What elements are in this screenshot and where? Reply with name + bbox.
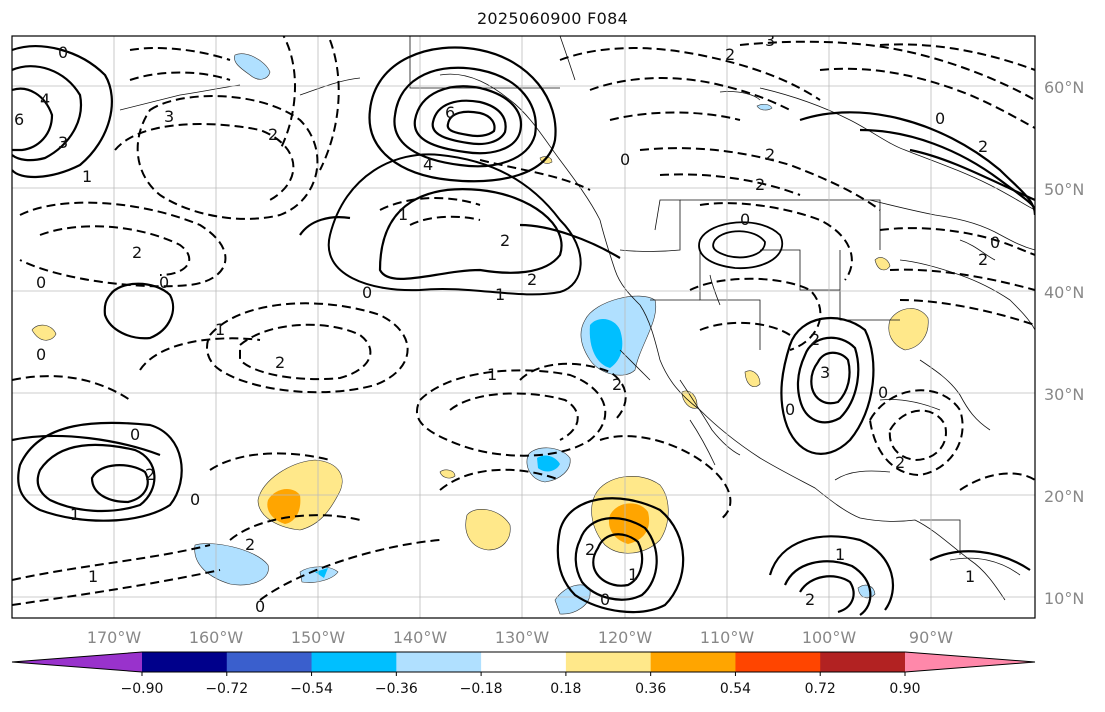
lon-label: 170°W — [87, 628, 142, 647]
colorbar-tick-label: −0.18 — [460, 681, 503, 697]
contour-label: 0 — [935, 109, 945, 128]
contour-label: 3 — [765, 31, 775, 50]
colorbar-tick-label: −0.36 — [375, 681, 418, 697]
lon-label: 90°W — [909, 628, 953, 647]
lon-label: 150°W — [291, 628, 346, 647]
contour-label: 1 — [82, 167, 92, 186]
contour-label: 2 — [527, 270, 537, 289]
contour-label: 4 — [423, 155, 433, 174]
contour-label: 2 — [765, 145, 775, 164]
lat-label: 20°N — [1044, 487, 1084, 506]
longitude-labels: 170°W 160°W 150°W 140°W 130°W 120°W 110°… — [87, 628, 953, 647]
contour-label: 2 — [755, 175, 765, 194]
contour-label: 3 — [820, 363, 830, 382]
contour-label: 2 — [895, 453, 905, 472]
lat-label: 50°N — [1044, 180, 1084, 199]
contour-label: 6 — [14, 110, 24, 129]
colorbar-segment — [735, 652, 821, 672]
contour-label: 0 — [620, 150, 630, 169]
contour-label: 2 — [585, 540, 595, 559]
lat-label: 40°N — [1044, 283, 1084, 302]
contour-label: 2 — [275, 353, 285, 372]
contour-label: 2 — [978, 250, 988, 269]
contour-label: 3 — [58, 133, 68, 152]
colorbar-tick-label: −0.90 — [121, 681, 164, 697]
colorbar-tick-label: −0.54 — [290, 681, 333, 697]
contour-label: 1 — [628, 565, 638, 584]
contour-label: 0 — [255, 597, 265, 616]
contour-label: 0 — [600, 590, 610, 609]
contour-label: 0 — [36, 273, 46, 292]
contour-label: 3 — [164, 107, 174, 126]
contour-label: 0 — [58, 43, 68, 62]
colorbar-tick-label: 0.36 — [635, 681, 666, 697]
contour-labels: 6 4 2 2 0 1 0 0 1 2 0 0 0 2 2 2 2 3 2 3 … — [14, 31, 1000, 616]
contour-label: 1 — [487, 365, 497, 384]
colorbar-segment — [481, 652, 567, 672]
contour-label: 1 — [215, 320, 225, 339]
lat-label: 10°N — [1044, 589, 1084, 608]
contour-label: 2 — [612, 375, 622, 394]
contour-label: 0 — [990, 233, 1000, 252]
lon-label: 160°W — [189, 628, 244, 647]
contour-label: 1 — [398, 205, 408, 224]
colorbar-segment — [565, 652, 652, 672]
colorbar-tick-label: 0.18 — [550, 681, 581, 697]
contour-label: 2 — [132, 243, 142, 262]
contour-label: 6 — [445, 103, 455, 122]
contour-label: 1 — [835, 545, 845, 564]
contour-label: 0 — [362, 283, 372, 302]
colorbar-extend-high — [905, 652, 1035, 672]
map-border — [11, 35, 1036, 619]
lat-label: 60°N — [1044, 78, 1084, 97]
colorbar-segment — [226, 652, 313, 672]
contours-negative — [12, 36, 1035, 606]
contour-label: 2 — [245, 535, 255, 554]
contour-label: 2 — [805, 590, 815, 609]
contour-label: 2 — [268, 125, 278, 144]
colorbar-tick-label: −0.72 — [205, 681, 248, 697]
lon-label: 140°W — [393, 628, 448, 647]
lon-label: 130°W — [495, 628, 550, 647]
colorbar-tick-label: 0.72 — [805, 681, 836, 697]
colorbar-segment — [311, 652, 397, 672]
colorbar-tick-label: 0.90 — [889, 681, 920, 697]
contour-label: 1 — [965, 567, 975, 586]
colorbar-segment — [820, 652, 906, 672]
colorbar-segment — [650, 652, 736, 672]
colorbar: −0.90 −0.72 −0.54 −0.36 −0.18 0.18 0.36 0.54 0.7… — [11, 651, 1036, 697]
contour-label: 2 — [145, 465, 155, 484]
contour-label: 0 — [878, 383, 888, 402]
contour-label: 2 — [810, 330, 820, 349]
colorbar-segment — [396, 652, 482, 672]
lat-label: 30°N — [1044, 385, 1084, 404]
contour-label: 0 — [159, 273, 169, 292]
contour-label: 0 — [740, 210, 750, 229]
contour-label: 0 — [130, 425, 140, 444]
contour-label: 2 — [500, 231, 510, 250]
colorbar-extend-low — [12, 652, 142, 672]
latitude-labels: 60°N 50°N 40°N 30°N 20°N 10°N — [1044, 78, 1084, 608]
contour-label: 0 — [785, 400, 795, 419]
lon-label: 120°W — [598, 628, 653, 647]
contour-label: 2 — [978, 137, 988, 156]
contour-label: 1 — [495, 285, 505, 304]
contour-label: 2 — [725, 45, 735, 64]
colorbar-segment — [142, 652, 228, 672]
contour-label: 4 — [40, 90, 50, 109]
map-background — [12, 36, 1035, 618]
lon-label: 100°W — [802, 628, 857, 647]
contours-positive — [12, 45, 1035, 616]
map-content: 6 4 2 2 0 1 0 0 1 2 0 0 0 2 2 2 2 3 2 3 … — [12, 31, 1035, 618]
lon-label: 110°W — [700, 628, 755, 647]
contour-label: 0 — [190, 490, 200, 509]
contour-label: 1 — [70, 505, 80, 524]
map-title: 2025060900 F084 — [476, 9, 629, 28]
contour-label: 0 — [36, 345, 46, 364]
contour-label: 1 — [88, 567, 98, 586]
colorbar-tick-label: 0.54 — [720, 681, 751, 697]
